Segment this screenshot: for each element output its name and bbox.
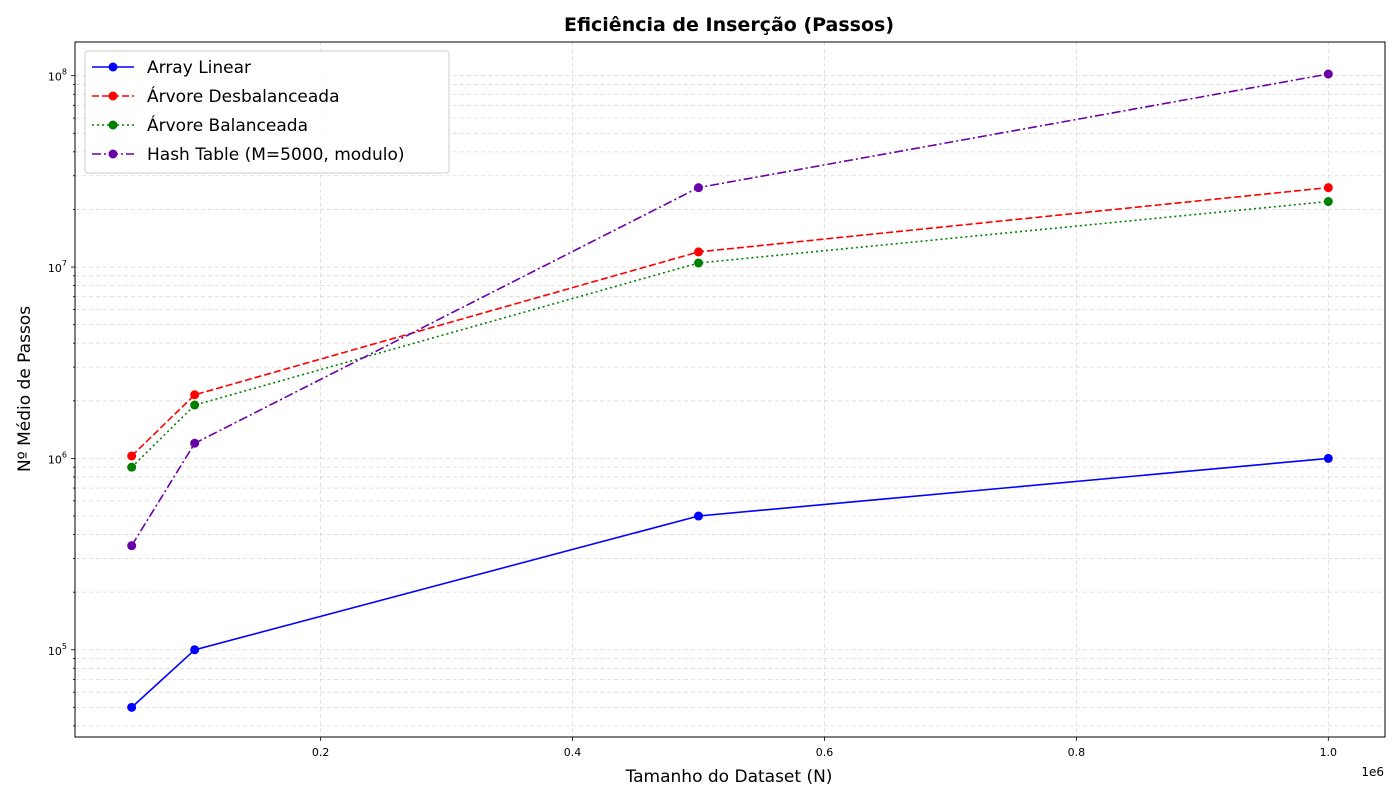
x-axis-offset-label: 1e6 [1361, 765, 1384, 779]
x-tick-label: 1.0 [1320, 746, 1338, 759]
data-point [127, 541, 137, 551]
data-point [694, 247, 704, 257]
x-tick-label: 0.4 [564, 746, 582, 759]
legend: Array Linear Árvore Desbalanceada Árvore B… [84, 50, 450, 174]
legend-marker [108, 149, 118, 159]
data-point [190, 438, 200, 448]
x-tick-label: 0.6 [816, 746, 834, 759]
data-point [694, 183, 704, 193]
legend-marker [108, 91, 118, 101]
legend-label: Array Linear [147, 58, 251, 78]
data-point [190, 390, 200, 400]
x-axis-title: Tamanho do Dataset (N) [625, 767, 833, 787]
data-point [190, 400, 200, 410]
data-point [190, 645, 200, 655]
y-tick-label: 105 [48, 642, 67, 658]
series-line [131, 457, 1329, 708]
data-point [694, 511, 704, 521]
y-tick-label: 107 [48, 259, 67, 275]
legend-marker [108, 62, 118, 72]
data-point [694, 258, 704, 268]
series-line [131, 186, 1329, 457]
data-point [1323, 197, 1333, 207]
data-point [1323, 453, 1333, 463]
series-layer [127, 69, 1333, 712]
data-point [1323, 183, 1333, 193]
legend-label: Hash Table (M=5000, modulo) [147, 145, 405, 165]
legend-label: Árvore Desbalanceada [147, 85, 340, 107]
plot-frame [74, 41, 1386, 738]
data-point [127, 462, 137, 472]
x-tick-label: 0.2 [312, 746, 330, 759]
y-tick-label: 106 [48, 450, 67, 466]
series-line [131, 73, 1329, 547]
data-point [127, 451, 137, 461]
y-axis-title: Nº Médio de Passos [15, 306, 35, 472]
data-point [127, 702, 137, 712]
data-point [1323, 69, 1333, 79]
y-tick-label: 108 [48, 68, 67, 84]
legend-label: Árvore Balanceada [147, 114, 308, 136]
axis-layer: 0.2 0.4 0.6 0.8 1.0 105 106 107 108 [48, 41, 1386, 759]
x-tick-label: 0.8 [1068, 746, 1086, 759]
legend-box [84, 50, 450, 174]
chart-title: Eficiência de Inserção (Passos) [564, 14, 894, 36]
series-line [131, 200, 1329, 468]
legend-marker [108, 120, 118, 130]
